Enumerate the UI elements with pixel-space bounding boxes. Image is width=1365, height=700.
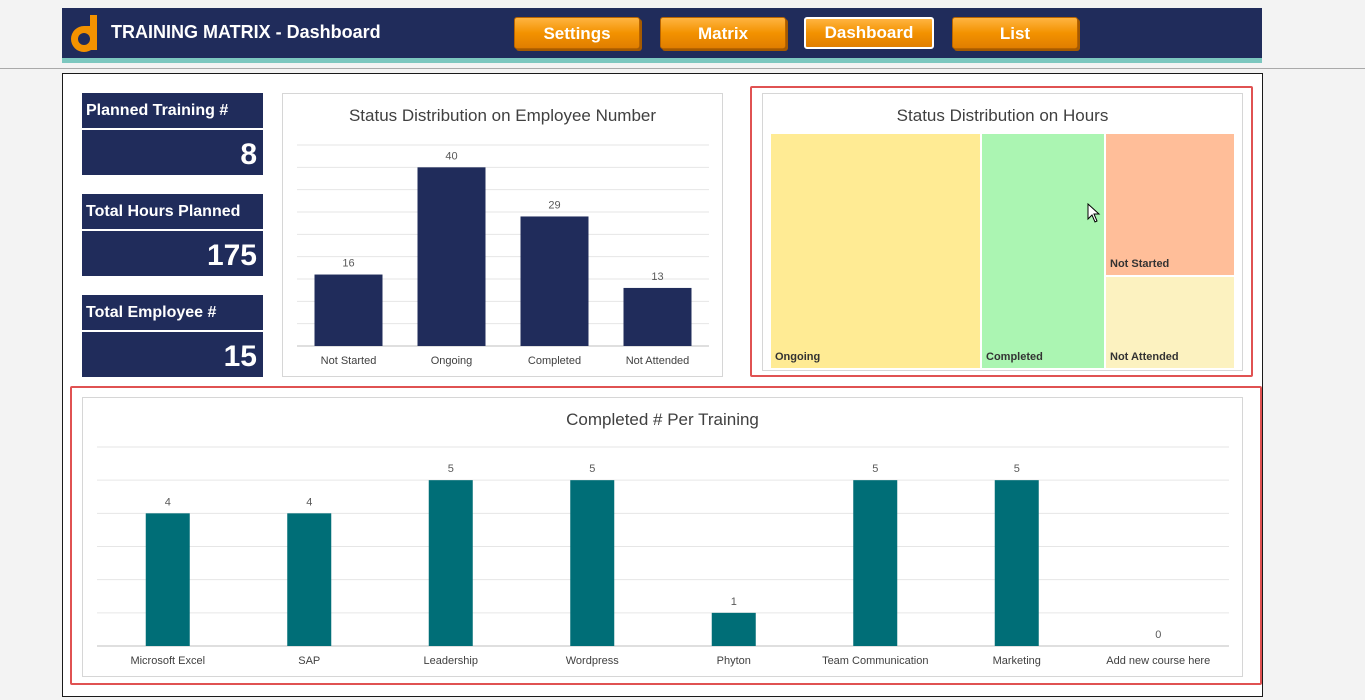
bar-completed xyxy=(520,216,589,346)
tick-label-team-communication: Team Communication xyxy=(822,655,928,667)
dashboard-nav-button[interactable]: Dashboard xyxy=(804,17,934,49)
data-label-not-attended: 13 xyxy=(651,271,663,283)
tick-label-wordpress: Wordpress xyxy=(566,655,619,667)
hours-status-chart[interactable]: Status Distribution on Hours Ongoing Com… xyxy=(762,93,1243,371)
bar-sap xyxy=(287,513,332,646)
matrix-nav-button[interactable]: Matrix xyxy=(660,17,786,49)
list-nav-button[interactable]: List xyxy=(952,17,1078,49)
treemap-cell-completed[interactable]: Completed xyxy=(982,134,1104,368)
bar-leadership xyxy=(428,480,473,646)
settings-nav-button[interactable]: Settings xyxy=(514,17,640,49)
tick-label-sap: SAP xyxy=(298,655,320,667)
completed-per-training-chart-title: Completed # Per Training xyxy=(566,410,759,429)
data-label-wordpress: 5 xyxy=(589,463,595,475)
kpi-planned-training-value: 8 xyxy=(82,130,263,175)
app-title: TRAINING MATRIX - Dashboard xyxy=(111,22,381,42)
data-label-leadership: 5 xyxy=(448,463,454,475)
data-label-microsoft-excel: 4 xyxy=(165,496,171,508)
treemap-label-not-started: Not Started xyxy=(1110,258,1170,270)
bar-microsoft-excel xyxy=(145,513,190,646)
hours-chart-selection-frame xyxy=(750,86,1253,377)
data-label-phyton: 1 xyxy=(731,596,737,608)
kpi-total-employee-label: Total Employee # xyxy=(82,295,263,330)
treemap-cell-not-attended[interactable]: Not Attended xyxy=(1106,277,1234,368)
treemap-cell-ongoing[interactable]: Ongoing xyxy=(771,134,980,368)
bar-ongoing xyxy=(417,167,486,346)
employee-status-chart[interactable]: Status Distribution on Employee Number 1… xyxy=(282,93,723,377)
tick-label-add-new-course-here: Add new course here xyxy=(1106,655,1210,667)
bar-marketing xyxy=(994,480,1039,646)
tick-label-microsoft-excel: Microsoft Excel xyxy=(130,655,205,667)
kpi-total-hours-label: Total Hours Planned xyxy=(82,194,263,229)
hours-status-chart-title: Status Distribution on Hours xyxy=(896,106,1109,125)
tick-label-ongoing: Ongoing xyxy=(431,355,473,367)
completed-per-training-chart[interactable]: Completed # Per Training 4 Microsoft Exce… xyxy=(82,397,1243,677)
treemap-cell-not-started[interactable]: Not Started xyxy=(1106,134,1234,275)
bar-team-communication xyxy=(853,480,898,646)
kpi-total-hours-value: 175 xyxy=(82,231,263,276)
app-logo-icon xyxy=(71,15,97,52)
tick-label-leadership: Leadership xyxy=(424,655,478,667)
tick-label-completed: Completed xyxy=(528,355,581,367)
training-chart-selection-frame xyxy=(70,386,1262,685)
tick-label-marketing: Marketing xyxy=(993,655,1041,667)
data-label-sap: 4 xyxy=(306,496,312,508)
data-label-completed: 29 xyxy=(548,199,560,211)
bar-not-attended xyxy=(623,287,692,346)
treemap-label-ongoing: Ongoing xyxy=(775,351,821,363)
kpi-total-employee-value: 15 xyxy=(82,332,263,377)
header-accent-strip xyxy=(62,58,1262,63)
data-label-not-started: 16 xyxy=(342,258,354,270)
kpi-planned-training-label: Planned Training # xyxy=(82,93,263,128)
sheet-divider xyxy=(0,68,1365,69)
bar-not-started xyxy=(314,274,383,346)
completed-per-training-chart-plot: 4 Microsoft Excel 4 SAP 5 Leadership 5 Wordpres… xyxy=(97,446,1229,667)
treemap-label-completed: Completed xyxy=(986,351,1043,363)
bar-phyton xyxy=(711,612,756,646)
data-label-team-communication: 5 xyxy=(872,463,878,475)
tick-label-phyton: Phyton xyxy=(717,655,751,667)
treemap-label-not-attended: Not Attended xyxy=(1110,351,1179,363)
mouse-cursor-icon xyxy=(1087,203,1101,223)
tick-label-not-started: Not Started xyxy=(321,355,377,367)
bar-wordpress xyxy=(570,480,615,646)
data-label-ongoing: 40 xyxy=(445,150,457,162)
data-label-marketing: 5 xyxy=(1014,463,1020,475)
data-label-add-new-course-here: 0 xyxy=(1155,629,1161,641)
employee-status-chart-title: Status Distribution on Employee Number xyxy=(348,106,657,125)
employee-status-chart-plot: 16 Not Started 40 Ongoing 29 Completed 13 Not A… xyxy=(297,144,709,367)
tick-label-not-attended: Not Attended xyxy=(626,355,690,367)
